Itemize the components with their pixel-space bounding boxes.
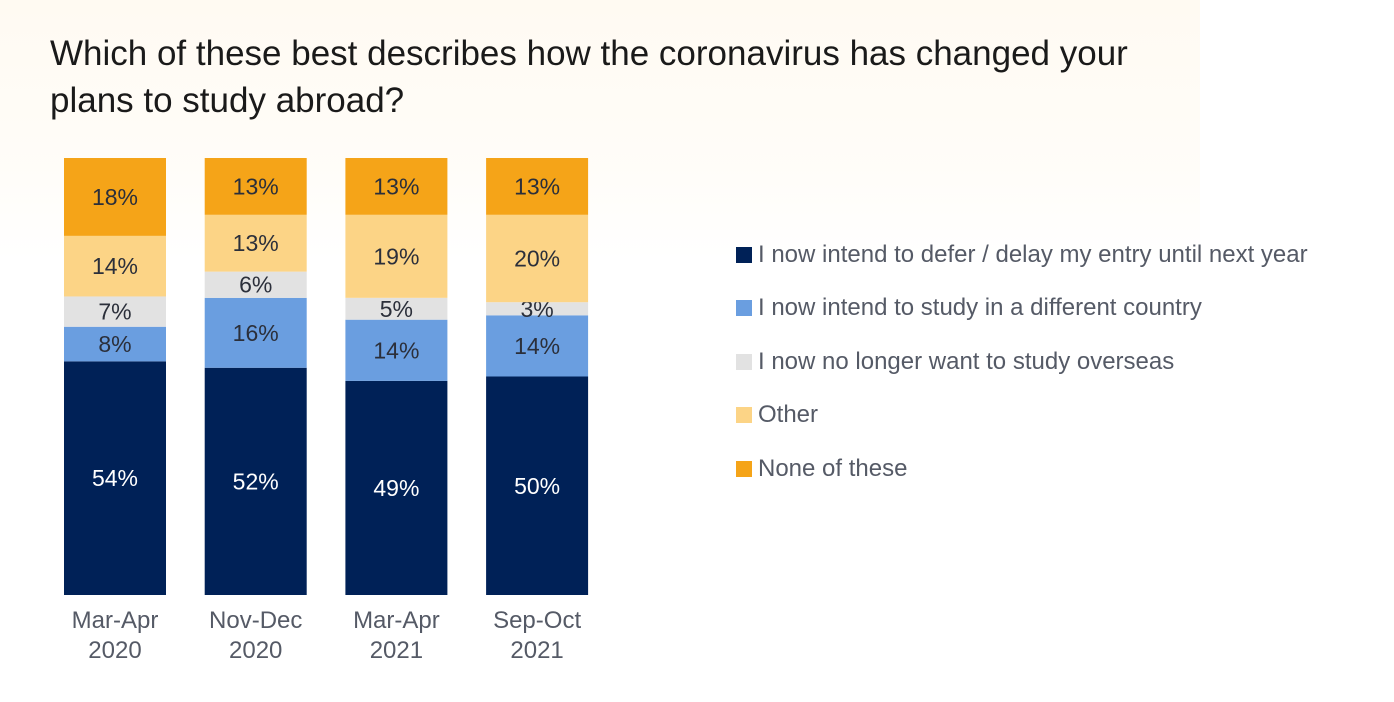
bar-segment	[64, 361, 166, 595]
chart-legend: I now intend to defer / delay my entry u…	[736, 228, 1308, 496]
category-label: 2021	[370, 637, 423, 664]
category-label: Sep-Oct	[493, 607, 581, 634]
bar-segment	[64, 326, 166, 362]
data-label: 49%	[373, 475, 419, 501]
legend-item: I now intend to study in a different cou…	[736, 282, 1308, 336]
bar-segment	[204, 214, 307, 272]
data-label: 20%	[514, 246, 560, 272]
bar-segment	[64, 235, 166, 297]
bar-segment	[345, 297, 448, 320]
legend-swatch	[736, 246, 752, 263]
legend-label: I now intend to study in a different cou…	[758, 294, 1202, 322]
bar-segment	[204, 271, 307, 298]
legend-swatch	[736, 300, 752, 317]
legend-label: I now intend to defer / delay my entry u…	[758, 240, 1308, 268]
data-label: 5%	[380, 296, 413, 322]
bar-segment	[345, 319, 448, 381]
legend-item: I now no longer want to study overseas	[736, 335, 1308, 389]
legend-item: Other	[736, 389, 1308, 443]
data-label: 7%	[98, 299, 131, 325]
category-label: 2020	[229, 637, 282, 664]
legend-item: None of these	[736, 442, 1308, 496]
data-label: 13%	[373, 173, 419, 199]
bar-segment	[486, 214, 589, 303]
category-label: Mar-Apr	[353, 607, 440, 634]
chart-title: Which of these best describes how the co…	[50, 34, 1128, 120]
data-label: 14%	[92, 253, 138, 279]
data-label: 8%	[98, 331, 131, 357]
data-label: 19%	[373, 243, 419, 269]
data-label: 14%	[514, 333, 560, 359]
bar-segment	[64, 158, 166, 236]
data-label: 13%	[233, 230, 279, 256]
bar-segment	[345, 214, 448, 298]
bar-segment	[204, 297, 307, 368]
legend-swatch	[736, 460, 752, 477]
bar-segment	[204, 367, 307, 595]
category-label: 2021	[510, 637, 563, 664]
category-label: Nov-Dec	[209, 607, 302, 634]
bar-segment	[345, 158, 448, 215]
legend-label: Other	[758, 401, 819, 429]
bar-segment	[345, 380, 448, 595]
legend-swatch	[736, 353, 752, 370]
bar-segment	[486, 315, 589, 377]
bar-segment	[486, 302, 589, 316]
data-label: 13%	[514, 173, 560, 199]
bar-segment	[64, 296, 166, 327]
data-label: 13%	[233, 173, 279, 199]
data-label: 50%	[514, 473, 560, 499]
bar-segment	[486, 158, 589, 215]
category-label: 2020	[88, 637, 141, 664]
data-label: 52%	[233, 468, 279, 494]
legend-swatch	[736, 407, 752, 424]
data-label: 16%	[233, 320, 279, 346]
data-label: 6%	[239, 272, 272, 298]
category-label: Mar-Apr	[72, 607, 159, 634]
data-label: 18%	[92, 184, 138, 210]
bar-segment	[204, 158, 307, 215]
data-label: 54%	[92, 465, 138, 491]
background	[0, 0, 1200, 260]
legend-label: I now no longer want to study overseas	[758, 347, 1175, 375]
bar-segment	[486, 376, 589, 595]
legend-label: None of these	[758, 454, 908, 482]
legend-item: I now intend to defer / delay my entry u…	[736, 228, 1308, 282]
data-label: 14%	[373, 337, 419, 363]
